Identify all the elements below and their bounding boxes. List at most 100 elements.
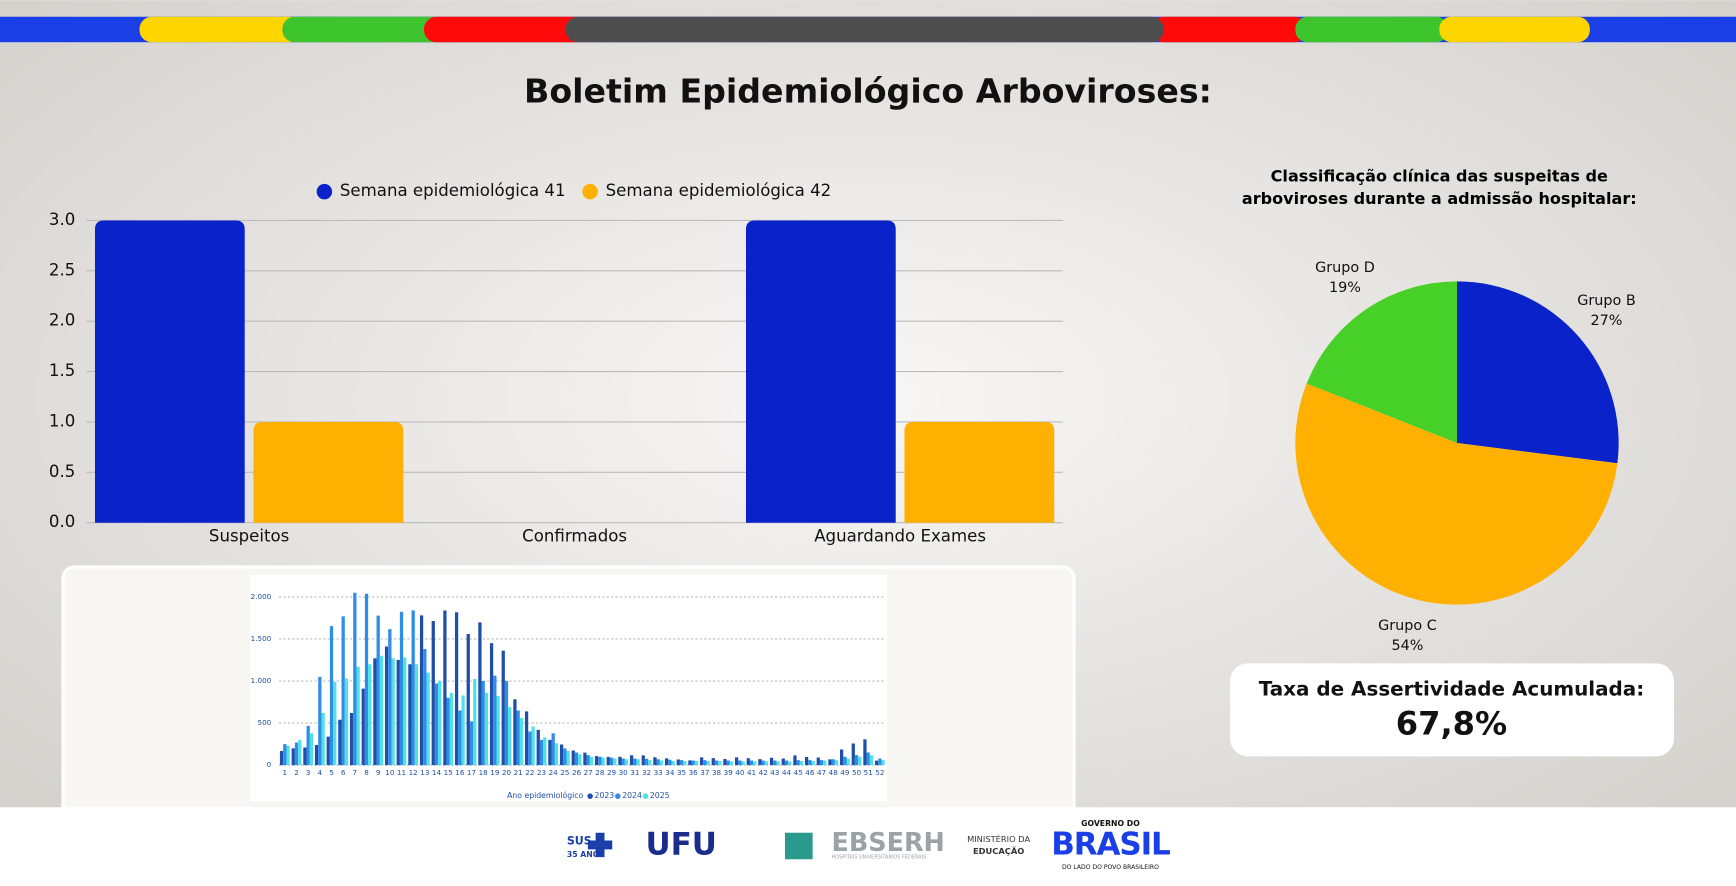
legend-swatch — [587, 793, 593, 799]
bar — [793, 755, 797, 766]
bar — [361, 688, 365, 766]
x-tick-label: 2 — [294, 768, 299, 777]
x-tick-label: 35 — [677, 768, 686, 777]
y-tick-label: 500 — [258, 718, 272, 727]
bar — [566, 750, 570, 766]
bar — [528, 731, 532, 766]
bar — [874, 760, 879, 766]
bar — [741, 761, 745, 766]
bar — [94, 220, 245, 523]
bar — [384, 646, 389, 766]
logo-text: SUS — [567, 835, 592, 848]
bar — [688, 760, 692, 766]
bar — [764, 761, 769, 766]
bar — [796, 760, 800, 766]
y-tick-label: 0 — [267, 760, 272, 769]
stripe-yellow — [1439, 16, 1590, 43]
bar — [694, 760, 699, 766]
x-tick-label: 47 — [817, 768, 826, 777]
bar — [851, 743, 855, 766]
x-tick-label: 38 — [712, 768, 722, 777]
stripe-gray — [565, 16, 1164, 43]
bar — [469, 721, 474, 766]
top-stripe — [0, 16, 1736, 43]
slice-value: 27% — [1591, 313, 1623, 329]
x-tick-label: 22 — [525, 768, 534, 777]
bar — [691, 760, 695, 766]
y-tick-label: 1.5 — [49, 361, 75, 380]
bar — [408, 664, 412, 766]
bar — [411, 610, 415, 766]
x-tick-label: 43 — [770, 768, 779, 777]
bar — [773, 760, 777, 766]
x-tick-label: Suspeitos — [209, 527, 289, 546]
bar — [508, 707, 512, 766]
logo-square — [784, 832, 813, 860]
bar — [726, 760, 730, 766]
x-tick-label: 36 — [689, 768, 699, 777]
bar — [598, 756, 602, 766]
x-tick-label: 39 — [724, 768, 734, 777]
bar — [434, 683, 439, 766]
bar — [869, 755, 874, 766]
bar — [839, 749, 844, 766]
bar — [396, 660, 400, 766]
x-tick-label: 33 — [654, 768, 663, 777]
bar — [671, 760, 675, 766]
x-tick-label: 25 — [560, 768, 569, 777]
x-tick-label: 41 — [747, 768, 756, 777]
legend-label: 2024 — [622, 791, 642, 800]
bar — [703, 760, 707, 766]
bar — [723, 758, 727, 766]
bar — [878, 758, 882, 766]
slice-value: 54% — [1391, 638, 1423, 654]
logo-text: GOVERNO DO — [1081, 819, 1140, 828]
logo-text: DO LADO DO POVO BRASILEIRO — [1062, 864, 1159, 871]
bar — [388, 629, 392, 766]
x-tick-label: 23 — [537, 768, 546, 777]
legend-label: Semana epidemiológica 42 — [606, 181, 832, 200]
bar — [454, 612, 459, 766]
bar — [379, 655, 384, 766]
bar — [718, 760, 722, 766]
logo-text: EDUCAÇÃO — [973, 845, 1024, 856]
bar — [769, 757, 774, 766]
bar — [784, 760, 789, 766]
bar — [788, 761, 792, 766]
bar — [478, 622, 482, 766]
bar — [664, 758, 669, 766]
bar — [294, 742, 299, 766]
x-tick-label: 7 — [353, 768, 358, 777]
bar — [551, 733, 555, 766]
bar — [606, 756, 610, 766]
bar — [356, 666, 360, 766]
bar — [489, 643, 494, 766]
legend-swatch — [642, 793, 649, 799]
x-tick-label: 46 — [805, 768, 815, 777]
bar — [843, 756, 847, 766]
bar — [636, 759, 640, 766]
x-tick-label: 21 — [514, 768, 523, 777]
x-tick-label: 16 — [455, 768, 465, 777]
x-tick-label: 9 — [376, 768, 381, 777]
stripe-yellow — [139, 16, 302, 43]
logo-text: EBSERH — [831, 828, 944, 858]
x-tick-label: 37 — [700, 768, 709, 777]
bar — [484, 692, 489, 766]
y-tick-label: 1.500 — [251, 634, 272, 643]
bar — [431, 620, 435, 766]
bar — [333, 681, 337, 766]
bar — [309, 733, 314, 766]
bar — [504, 681, 509, 766]
x-tick-label: 44 — [782, 768, 792, 777]
slice-label: Grupo B — [1577, 293, 1636, 309]
y-tick-label: 2.000 — [251, 592, 272, 601]
bar — [403, 657, 407, 766]
bar — [799, 760, 804, 766]
bar — [318, 676, 322, 766]
bar — [629, 755, 634, 766]
bar — [758, 759, 762, 766]
y-tick-label: 1.0 — [49, 411, 75, 430]
